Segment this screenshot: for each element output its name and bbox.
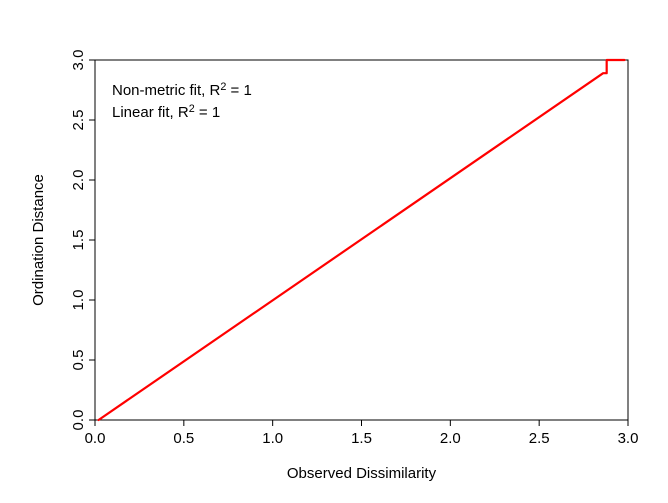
x-tick-label: 3.0	[618, 430, 639, 447]
y-tick-label: 1.0	[70, 290, 87, 311]
x-tick-label: 0.0	[85, 430, 106, 447]
y-tick-label: 0.0	[70, 410, 87, 431]
y-axis-title: Ordination Distance	[30, 174, 47, 306]
chart-svg: 0.0 0.5 1.0 1.5 2.0 2.5 3.0 Observed Dissimilar…	[0, 0, 668, 503]
x-axis-title: Observed Dissimilarity	[287, 465, 437, 482]
x-tick-label: 1.0	[262, 430, 283, 447]
y-tick-label: 3.0	[70, 50, 87, 71]
y-tick-label: 2.0	[70, 170, 87, 191]
y-tick-label: 1.5	[70, 230, 87, 251]
legend-line: Non-metric fit, R2 = 1	[112, 81, 252, 99]
x-tick-label: 1.5	[351, 430, 372, 447]
y-tick-label: 0.5	[70, 350, 87, 371]
x-tick-label: 0.5	[173, 430, 194, 447]
x-tick-label: 2.0	[440, 430, 461, 447]
legend-line: Linear fit, R2 = 1	[112, 103, 220, 121]
y-tick-label: 2.5	[70, 110, 87, 131]
shepard-plot: 0.0 0.5 1.0 1.5 2.0 2.5 3.0 Observed Dissimilar…	[0, 0, 668, 503]
x-tick-label: 2.5	[529, 430, 550, 447]
